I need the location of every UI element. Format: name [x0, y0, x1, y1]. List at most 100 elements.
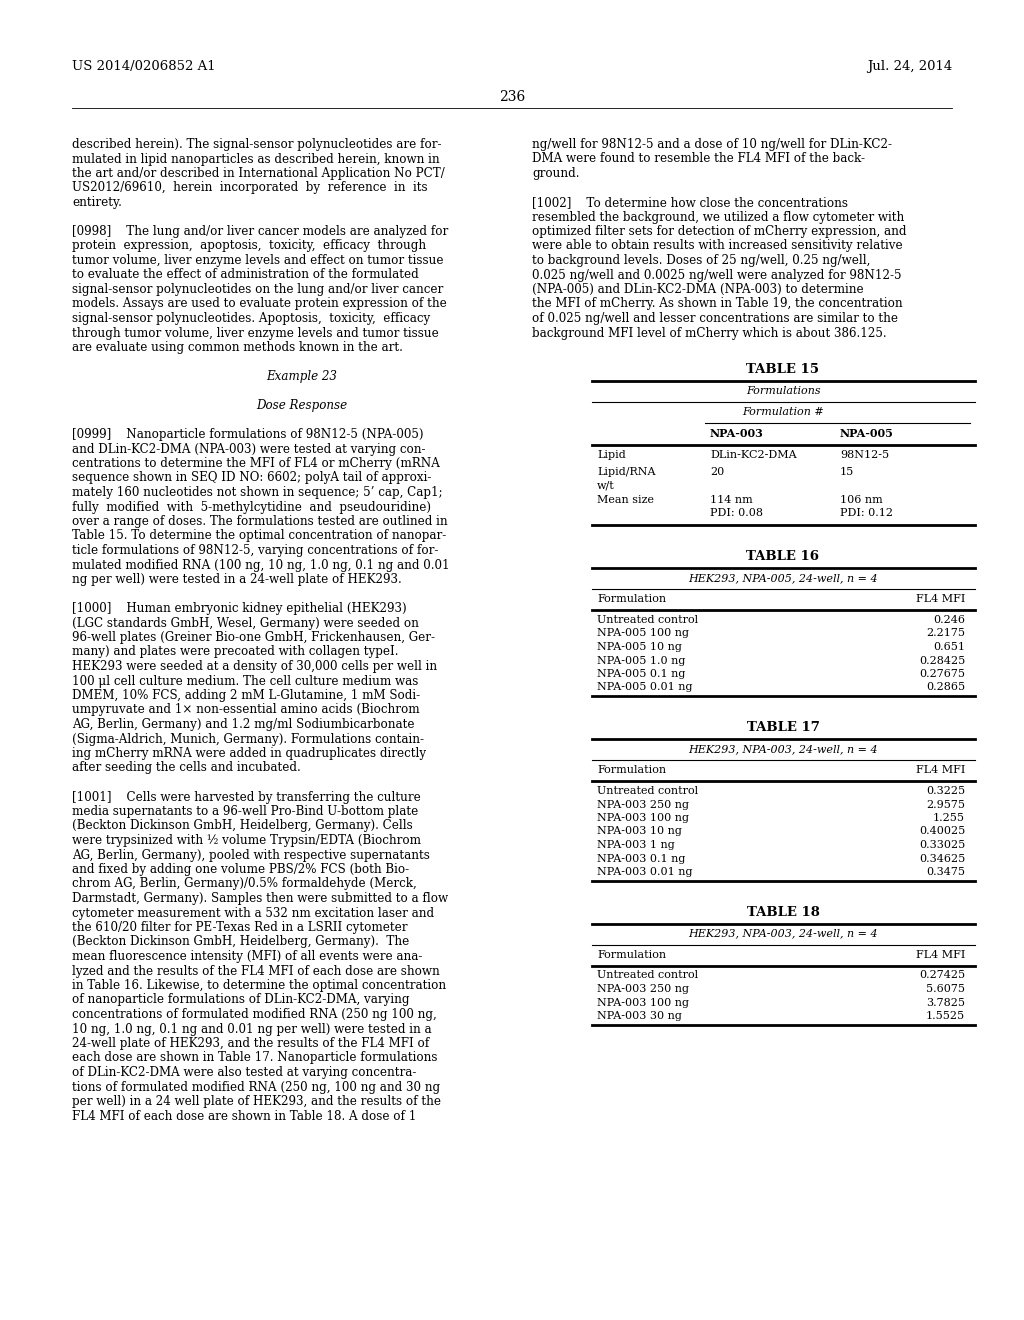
Text: after seeding the cells and incubated.: after seeding the cells and incubated. — [72, 762, 301, 775]
Text: of DLin-KC2-DMA were also tested at varying concentra-: of DLin-KC2-DMA were also tested at vary… — [72, 1067, 417, 1078]
Text: ng/well for 98N12-5 and a dose of 10 ng/well for DLin-KC2-: ng/well for 98N12-5 and a dose of 10 ng/… — [532, 139, 892, 150]
Text: were trypsinized with ½ volume Trypsin/EDTA (Biochrom: were trypsinized with ½ volume Trypsin/E… — [72, 834, 421, 847]
Text: [1001]    Cells were harvested by transferring the culture: [1001] Cells were harvested by transferr… — [72, 791, 421, 804]
Text: 1.255: 1.255 — [933, 813, 965, 822]
Text: background MFI level of mCherry which is about 386.125.: background MFI level of mCherry which is… — [532, 326, 887, 339]
Text: 114 nm: 114 nm — [710, 495, 753, 506]
Text: AG, Berlin, Germany), pooled with respective supernatants: AG, Berlin, Germany), pooled with respec… — [72, 849, 430, 862]
Text: Formulation #: Formulation # — [742, 407, 824, 417]
Text: Formulation: Formulation — [597, 766, 667, 775]
Text: HEK293 were seeded at a density of 30,000 cells per well in: HEK293 were seeded at a density of 30,00… — [72, 660, 437, 673]
Text: tumor volume, liver enzyme levels and effect on tumor tissue: tumor volume, liver enzyme levels and ef… — [72, 253, 443, 267]
Text: cytometer measurement with a 532 nm excitation laser and: cytometer measurement with a 532 nm exci… — [72, 907, 434, 920]
Text: described herein). The signal-sensor polynucleotides are for-: described herein). The signal-sensor pol… — [72, 139, 441, 150]
Text: ticle formulations of 98N12-5, varying concentrations of for-: ticle formulations of 98N12-5, varying c… — [72, 544, 438, 557]
Text: chrom AG, Berlin, Germany)/0.5% formaldehyde (Merck,: chrom AG, Berlin, Germany)/0.5% formalde… — [72, 878, 417, 891]
Text: 20: 20 — [710, 467, 724, 477]
Text: US 2014/0206852 A1: US 2014/0206852 A1 — [72, 59, 216, 73]
Text: AG, Berlin, Germany) and 1.2 mg/ml Sodiumbicarbonate: AG, Berlin, Germany) and 1.2 mg/ml Sodiu… — [72, 718, 415, 731]
Text: of 0.025 ng/well and lesser concentrations are similar to the: of 0.025 ng/well and lesser concentratio… — [532, 312, 898, 325]
Text: NPA-003: NPA-003 — [710, 428, 764, 440]
Text: PDI: 0.12: PDI: 0.12 — [840, 508, 893, 517]
Text: ing mCherry mRNA were added in quadruplicates directly: ing mCherry mRNA were added in quadrupli… — [72, 747, 426, 760]
Text: Jul. 24, 2014: Jul. 24, 2014 — [866, 59, 952, 73]
Text: NPA-005 10 ng: NPA-005 10 ng — [597, 642, 682, 652]
Text: 106 nm: 106 nm — [840, 495, 883, 506]
Text: Mean size: Mean size — [597, 495, 654, 506]
Text: TABLE 15: TABLE 15 — [746, 363, 819, 376]
Text: (LGC standards GmbH, Wesel, Germany) were seeded on: (LGC standards GmbH, Wesel, Germany) wer… — [72, 616, 419, 630]
Text: Formulation: Formulation — [597, 949, 667, 960]
Text: Formulations: Formulations — [745, 385, 820, 396]
Text: lyzed and the results of the FL4 MFI of each dose are shown: lyzed and the results of the FL4 MFI of … — [72, 965, 439, 978]
Text: of nanoparticle formulations of DLin-KC2-DMA, varying: of nanoparticle formulations of DLin-KC2… — [72, 994, 410, 1006]
Text: Lipid/RNA: Lipid/RNA — [597, 467, 655, 477]
Text: to background levels. Doses of 25 ng/well, 0.25 ng/well,: to background levels. Doses of 25 ng/wel… — [532, 253, 870, 267]
Text: Table 15. To determine the optimal concentration of nanopar-: Table 15. To determine the optimal conce… — [72, 529, 446, 543]
Text: US2012/69610,  herein  incorporated  by  reference  in  its: US2012/69610, herein incorporated by ref… — [72, 181, 428, 194]
Text: 0.3475: 0.3475 — [926, 867, 965, 876]
Text: ground.: ground. — [532, 168, 580, 180]
Text: NPA-005 1.0 ng: NPA-005 1.0 ng — [597, 656, 685, 665]
Text: DMEM, 10% FCS, adding 2 mM L-Glutamine, 1 mM Sodi-: DMEM, 10% FCS, adding 2 mM L-Glutamine, … — [72, 689, 420, 702]
Text: media supernatants to a 96-well Pro-Bind U-bottom plate: media supernatants to a 96-well Pro-Bind… — [72, 805, 418, 818]
Text: Formulation: Formulation — [597, 594, 667, 605]
Text: NPA-003 100 ng: NPA-003 100 ng — [597, 813, 689, 822]
Text: the MFI of mCherry. As shown in Table 19, the concentration: the MFI of mCherry. As shown in Table 19… — [532, 297, 902, 310]
Text: NPA-003 250 ng: NPA-003 250 ng — [597, 983, 689, 994]
Text: were able to obtain results with increased sensitivity relative: were able to obtain results with increas… — [532, 239, 902, 252]
Text: per well) in a 24 well plate of HEK293, and the results of the: per well) in a 24 well plate of HEK293, … — [72, 1096, 441, 1107]
Text: FL4 MFI: FL4 MFI — [915, 949, 965, 960]
Text: 0.3225: 0.3225 — [926, 785, 965, 796]
Text: FL4 MFI: FL4 MFI — [915, 766, 965, 775]
Text: DLin-KC2-DMA: DLin-KC2-DMA — [710, 450, 797, 459]
Text: 15: 15 — [840, 467, 854, 477]
Text: mately 160 nucleotides not shown in sequence; 5’ cap, Cap1;: mately 160 nucleotides not shown in sequ… — [72, 486, 442, 499]
Text: entirety.: entirety. — [72, 195, 122, 209]
Text: Untreated control: Untreated control — [597, 615, 698, 624]
Text: over a range of doses. The formulations tested are outlined in: over a range of doses. The formulations … — [72, 515, 447, 528]
Text: mean fluorescence intensity (MFI) of all events were ana-: mean fluorescence intensity (MFI) of all… — [72, 950, 422, 964]
Text: 100 μl cell culture medium. The cell culture medium was: 100 μl cell culture medium. The cell cul… — [72, 675, 419, 688]
Text: NPA-005 0.01 ng: NPA-005 0.01 ng — [597, 682, 692, 693]
Text: fully  modified  with  5-methylcytidine  and  pseudouridine): fully modified with 5-methylcytidine and… — [72, 500, 431, 513]
Text: Untreated control: Untreated control — [597, 785, 698, 796]
Text: in Table 16. Likewise, to determine the optimal concentration: in Table 16. Likewise, to determine the … — [72, 979, 446, 993]
Text: NPA-003 30 ng: NPA-003 30 ng — [597, 1011, 682, 1020]
Text: concentrations of formulated modified RNA (250 ng 100 ng,: concentrations of formulated modified RN… — [72, 1008, 437, 1020]
Text: 2.9575: 2.9575 — [926, 800, 965, 809]
Text: NPA-005 0.1 ng: NPA-005 0.1 ng — [597, 669, 685, 678]
Text: mulated modified RNA (100 ng, 10 ng, 1.0 ng, 0.1 ng and 0.01: mulated modified RNA (100 ng, 10 ng, 1.0… — [72, 558, 450, 572]
Text: signal-sensor polynucleotides on the lung and/or liver cancer: signal-sensor polynucleotides on the lun… — [72, 282, 443, 296]
Text: 0.2865: 0.2865 — [926, 682, 965, 693]
Text: 0.33025: 0.33025 — [919, 840, 965, 850]
Text: 0.246: 0.246 — [933, 615, 965, 624]
Text: ng per well) were tested in a 24-well plate of HEK293.: ng per well) were tested in a 24-well pl… — [72, 573, 401, 586]
Text: NPA-003 100 ng: NPA-003 100 ng — [597, 998, 689, 1007]
Text: 0.27425: 0.27425 — [919, 970, 965, 981]
Text: NPA-003 0.01 ng: NPA-003 0.01 ng — [597, 867, 692, 876]
Text: 98N12-5: 98N12-5 — [840, 450, 889, 459]
Text: the 610/20 filter for PE-Texas Red in a LSRII cytometer: the 610/20 filter for PE-Texas Red in a … — [72, 921, 408, 935]
Text: and DLin-KC2-DMA (NPA-003) were tested at varying con-: and DLin-KC2-DMA (NPA-003) were tested a… — [72, 442, 426, 455]
Text: PDI: 0.08: PDI: 0.08 — [710, 508, 763, 517]
Text: 24-well plate of HEK293, and the results of the FL4 MFI of: 24-well plate of HEK293, and the results… — [72, 1038, 429, 1049]
Text: HEK293, NPA-005, 24-well, n = 4: HEK293, NPA-005, 24-well, n = 4 — [688, 573, 878, 583]
Text: FL4 MFI of each dose are shown in Table 18. A dose of 1: FL4 MFI of each dose are shown in Table … — [72, 1110, 417, 1122]
Text: signal-sensor polynucleotides. Apoptosis,  toxicity,  efficacy: signal-sensor polynucleotides. Apoptosis… — [72, 312, 430, 325]
Text: to evaluate the effect of administration of the formulated: to evaluate the effect of administration… — [72, 268, 419, 281]
Text: NPA-003 0.1 ng: NPA-003 0.1 ng — [597, 854, 685, 863]
Text: [0999]    Nanoparticle formulations of 98N12-5 (NPA-005): [0999] Nanoparticle formulations of 98N1… — [72, 428, 424, 441]
Text: and fixed by adding one volume PBS/2% FCS (both Bio-: and fixed by adding one volume PBS/2% FC… — [72, 863, 410, 876]
Text: 0.651: 0.651 — [933, 642, 965, 652]
Text: TABLE 16: TABLE 16 — [746, 550, 819, 564]
Text: FL4 MFI: FL4 MFI — [915, 594, 965, 605]
Text: (Beckton Dickinson GmbH, Heidelberg, Germany).  The: (Beckton Dickinson GmbH, Heidelberg, Ger… — [72, 936, 410, 949]
Text: Dose Response: Dose Response — [256, 399, 347, 412]
Text: models. Assays are used to evaluate protein expression of the: models. Assays are used to evaluate prot… — [72, 297, 446, 310]
Text: w/t: w/t — [597, 480, 614, 490]
Text: NPA-005: NPA-005 — [840, 428, 894, 440]
Text: umpyruvate and 1× non-essential amino acids (Biochrom: umpyruvate and 1× non-essential amino ac… — [72, 704, 420, 717]
Text: 0.27675: 0.27675 — [919, 669, 965, 678]
Text: 0.28425: 0.28425 — [919, 656, 965, 665]
